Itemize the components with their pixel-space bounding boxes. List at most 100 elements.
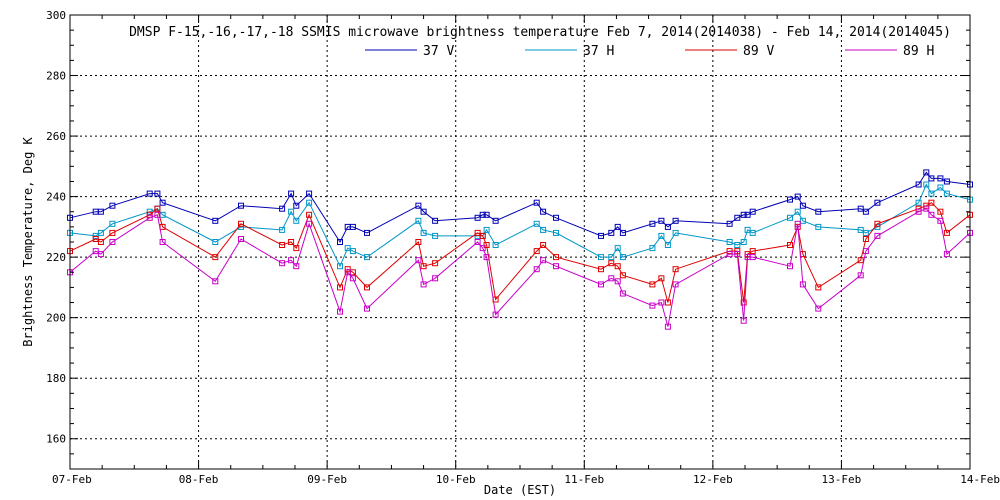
data-point [614,223,621,230]
data-point [672,266,679,273]
data-point [483,242,490,248]
data-point [915,208,922,215]
data-point [415,239,422,245]
x-tick-label: 11-Feb [564,473,604,486]
data-point [672,217,679,224]
data-point [649,245,656,252]
data-point [794,193,801,200]
data-point [915,181,922,188]
data-point [619,272,626,279]
data-point [97,251,104,258]
data-point [154,205,161,212]
data-point [533,199,540,206]
data-point [293,217,300,224]
data-point [726,251,733,258]
data-point [540,208,547,215]
data-point [598,266,604,273]
data-point [799,202,806,209]
data-point [344,269,351,276]
data-point [658,217,665,224]
data-point [337,239,343,245]
data-point [293,202,300,209]
data-point [749,229,756,236]
data-point [658,275,665,282]
data-point [608,229,615,236]
data-point [364,254,370,261]
data-point [483,211,490,218]
data-point [238,202,244,209]
data-point [740,239,747,245]
data-point [420,208,427,215]
data-point [943,251,950,258]
data-point [799,281,806,288]
data-point [740,211,747,218]
data-point [857,257,864,264]
legend: 37 V 37 H 89 V 89 H [365,44,934,59]
grid-lines [70,15,970,469]
data-point [943,190,950,197]
data-point [553,214,559,221]
data-point [483,254,490,261]
data-point [928,211,935,218]
data-point [212,278,219,285]
data-point [479,232,486,239]
data-point [109,220,116,227]
data-point [159,239,166,245]
series-89-h [67,205,973,330]
data-point [154,190,161,197]
data-point [649,220,656,227]
data-point [97,239,104,245]
data-point [672,229,679,236]
y-tick-label: 240 [46,191,66,204]
data-point [734,214,741,221]
y-tick-label: 200 [46,312,66,325]
y-axis-label: Brightness Temperature, Deg K [21,136,35,346]
data-point [553,254,559,261]
data-point [540,226,547,233]
data-point [306,211,313,218]
data-point [649,302,656,309]
data-point [479,245,486,252]
data-point [928,190,935,197]
data-point [306,199,313,206]
data-point [540,257,547,264]
data-point [787,242,793,248]
data-point [874,232,881,239]
data-point [212,254,219,261]
data-point [815,305,822,312]
data-point [598,254,604,261]
data-point [420,263,427,270]
data-series [67,169,973,330]
data-point [432,275,439,282]
data-point [608,254,615,261]
data-point [97,208,104,215]
data-point [306,220,313,227]
data-point [288,208,295,215]
data-point [533,220,540,227]
data-point [293,245,300,252]
legend-label: 37 V [423,44,454,59]
data-point [915,199,922,206]
data-point [744,211,751,218]
data-point [937,175,944,182]
data-point [794,220,801,227]
data-point [857,272,864,279]
data-point [734,242,741,248]
data-point [943,178,950,185]
data-point [649,281,656,288]
data-point [937,217,944,224]
data-point [943,229,950,236]
y-tick-label: 160 [46,433,66,446]
y-tick-label: 300 [46,9,66,22]
data-point [288,239,295,245]
data-point [420,229,427,236]
data-point [749,248,756,255]
data-point [928,175,935,182]
chart-title: DMSP F-15,-16,-17,-18 SSMIS microwave br… [129,25,951,40]
y-tick-label: 280 [46,70,66,83]
data-point [794,208,801,215]
data-point [726,220,733,227]
data-point [815,208,822,215]
